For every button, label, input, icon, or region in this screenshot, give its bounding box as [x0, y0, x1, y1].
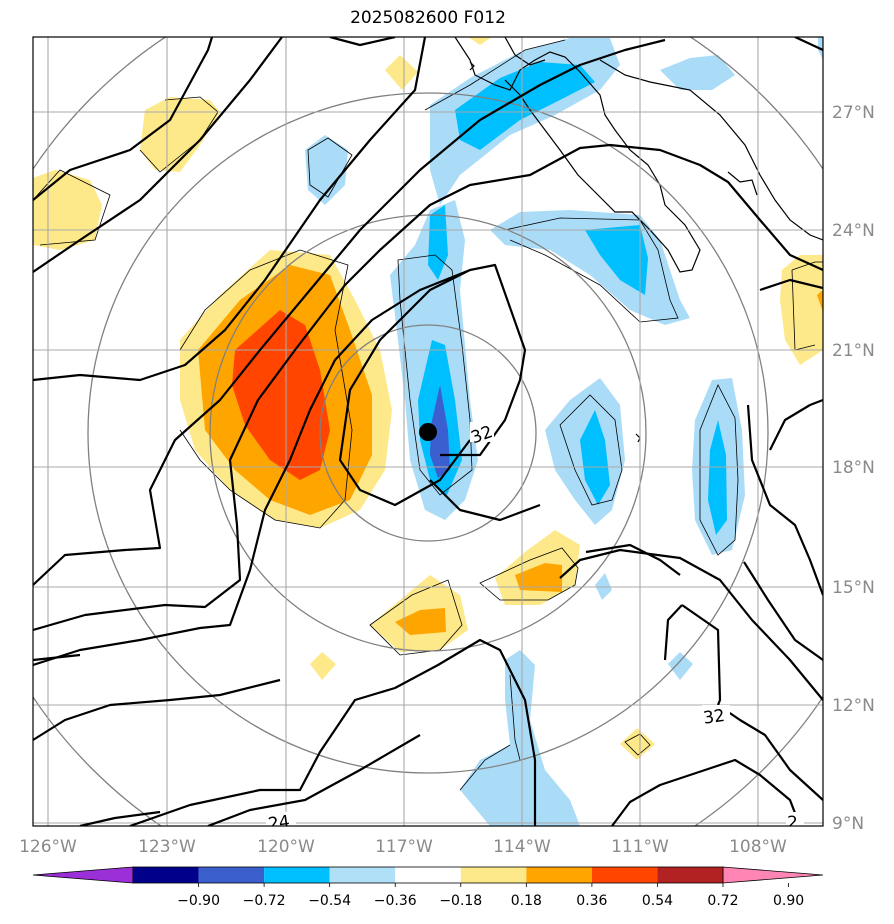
longitude-labels: 126°W 123°W 120°W 117°W 114°W 111°W 108°… — [19, 837, 787, 857]
negative-anomaly-northeast — [490, 210, 690, 325]
colorbar-tick-label: −0.18 — [439, 893, 482, 909]
colorbar-extend-low — [32, 866, 134, 884]
lat-tick-label: 9°N — [832, 814, 864, 834]
map-frame — [32, 36, 824, 827]
lat-tick-label: 21°N — [832, 341, 875, 361]
lat-tick-label: 24°N — [832, 221, 875, 241]
lon-tick-label: 111°W — [611, 837, 669, 857]
positive-anomaly-west-core — [232, 310, 330, 480]
map-title: 2025082600 F012 — [350, 8, 506, 28]
lon-tick-label: 108°W — [729, 837, 787, 857]
lon-tick-label: 114°W — [493, 837, 551, 857]
contour-label: 24 — [267, 812, 291, 835]
colorbar-segment — [329, 867, 396, 883]
lat-tick-label: 27°N — [832, 103, 875, 123]
colorbar-segment — [591, 867, 658, 883]
lon-tick-label: 117°W — [375, 837, 433, 857]
thick-contours — [33, 37, 823, 826]
thin-contours — [33, 39, 823, 791]
colorbar-segment — [198, 867, 265, 883]
colorbar-tick-label: 0.72 — [707, 893, 738, 909]
storm-center-marker — [419, 423, 437, 441]
graticule — [33, 37, 823, 826]
lon-tick-label: 123°W — [138, 837, 196, 857]
negative-anomaly-south — [460, 650, 580, 826]
positive-anomaly-northwest — [140, 97, 220, 172]
colorbar-segment — [133, 867, 199, 883]
colorbar-tick-label: −0.90 — [177, 893, 220, 909]
colorbar-tick-label: 0.90 — [773, 893, 804, 909]
colorbar-tick-label: −0.72 — [243, 893, 286, 909]
lat-tick-label: 12°N — [832, 696, 875, 716]
colorbar-extend-high — [722, 866, 824, 884]
lat-tick-label: 18°N — [832, 458, 875, 478]
lat-tick-label: 15°N — [832, 578, 875, 598]
colorbar-tick-label: 0.18 — [511, 893, 542, 909]
colorbar-tick-label: −0.54 — [308, 893, 351, 909]
colorbar-segment — [460, 867, 527, 883]
contour-label: 32 — [702, 706, 726, 729]
lon-tick-label: 126°W — [19, 837, 77, 857]
colorbar-segment — [395, 867, 461, 883]
positive-anomaly-top — [385, 55, 418, 90]
contour-label: 2 — [787, 813, 798, 833]
colorbar-segment — [264, 867, 330, 883]
latitude-labels: 27°N 24°N 21°N 18°N 15°N 12°N 9°N — [832, 103, 875, 834]
colorbar-tick-label: 0.54 — [642, 893, 673, 909]
lon-tick-label: 120°W — [257, 837, 315, 857]
colorbar-segment — [657, 867, 723, 883]
positive-anomaly-east — [780, 255, 823, 365]
colorbar-frame — [132, 866, 724, 884]
contour-labels: 32 32 24 2 — [266, 422, 804, 835]
colorbar-segment — [526, 867, 592, 883]
colorbar-tick-label: −0.36 — [374, 893, 417, 909]
colorbar: −0.90 −0.72 −0.54 −0.36 −0.18 0.18 0.36 0.54 0.7… — [32, 866, 824, 909]
colorbar-tick-label: 0.36 — [576, 893, 607, 909]
positive-anomaly-far-west — [33, 170, 102, 250]
